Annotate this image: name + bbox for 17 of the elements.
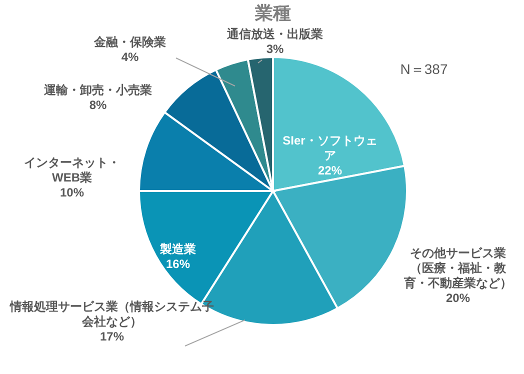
slice-label: 製造業 — [159, 242, 197, 257]
data-label: 10% — [58, 186, 86, 200]
slice-label: 通信放送・出版業 — [226, 27, 324, 42]
data-label: 4% — [120, 50, 140, 65]
slice-label: 金融・保険業 — [93, 35, 167, 50]
data-label: 3% — [265, 42, 285, 57]
data-label: 20% — [444, 291, 472, 306]
text: N＝387 — [400, 61, 448, 79]
data-label: 22% — [316, 164, 344, 178]
slice-label: インターネット・WEB業 — [23, 156, 121, 186]
slice-label: 運輸・卸売・小売業 — [43, 83, 153, 98]
chart-title: 業種 — [255, 2, 291, 25]
slice-label: SIer・ソフトウェア — [282, 134, 378, 164]
data-label: 8% — [88, 98, 108, 113]
slice-label: その他サービス業（医療・福祉・教育・不動産業など） — [403, 246, 513, 291]
data-label: 17% — [98, 330, 126, 344]
data-label: 16% — [164, 257, 192, 272]
